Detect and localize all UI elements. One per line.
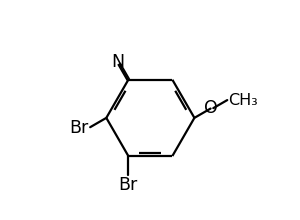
Text: Br: Br bbox=[69, 119, 88, 137]
Text: Br: Br bbox=[119, 176, 138, 194]
Text: O: O bbox=[204, 99, 218, 117]
Text: CH₃: CH₃ bbox=[228, 93, 258, 108]
Text: N: N bbox=[111, 53, 124, 71]
